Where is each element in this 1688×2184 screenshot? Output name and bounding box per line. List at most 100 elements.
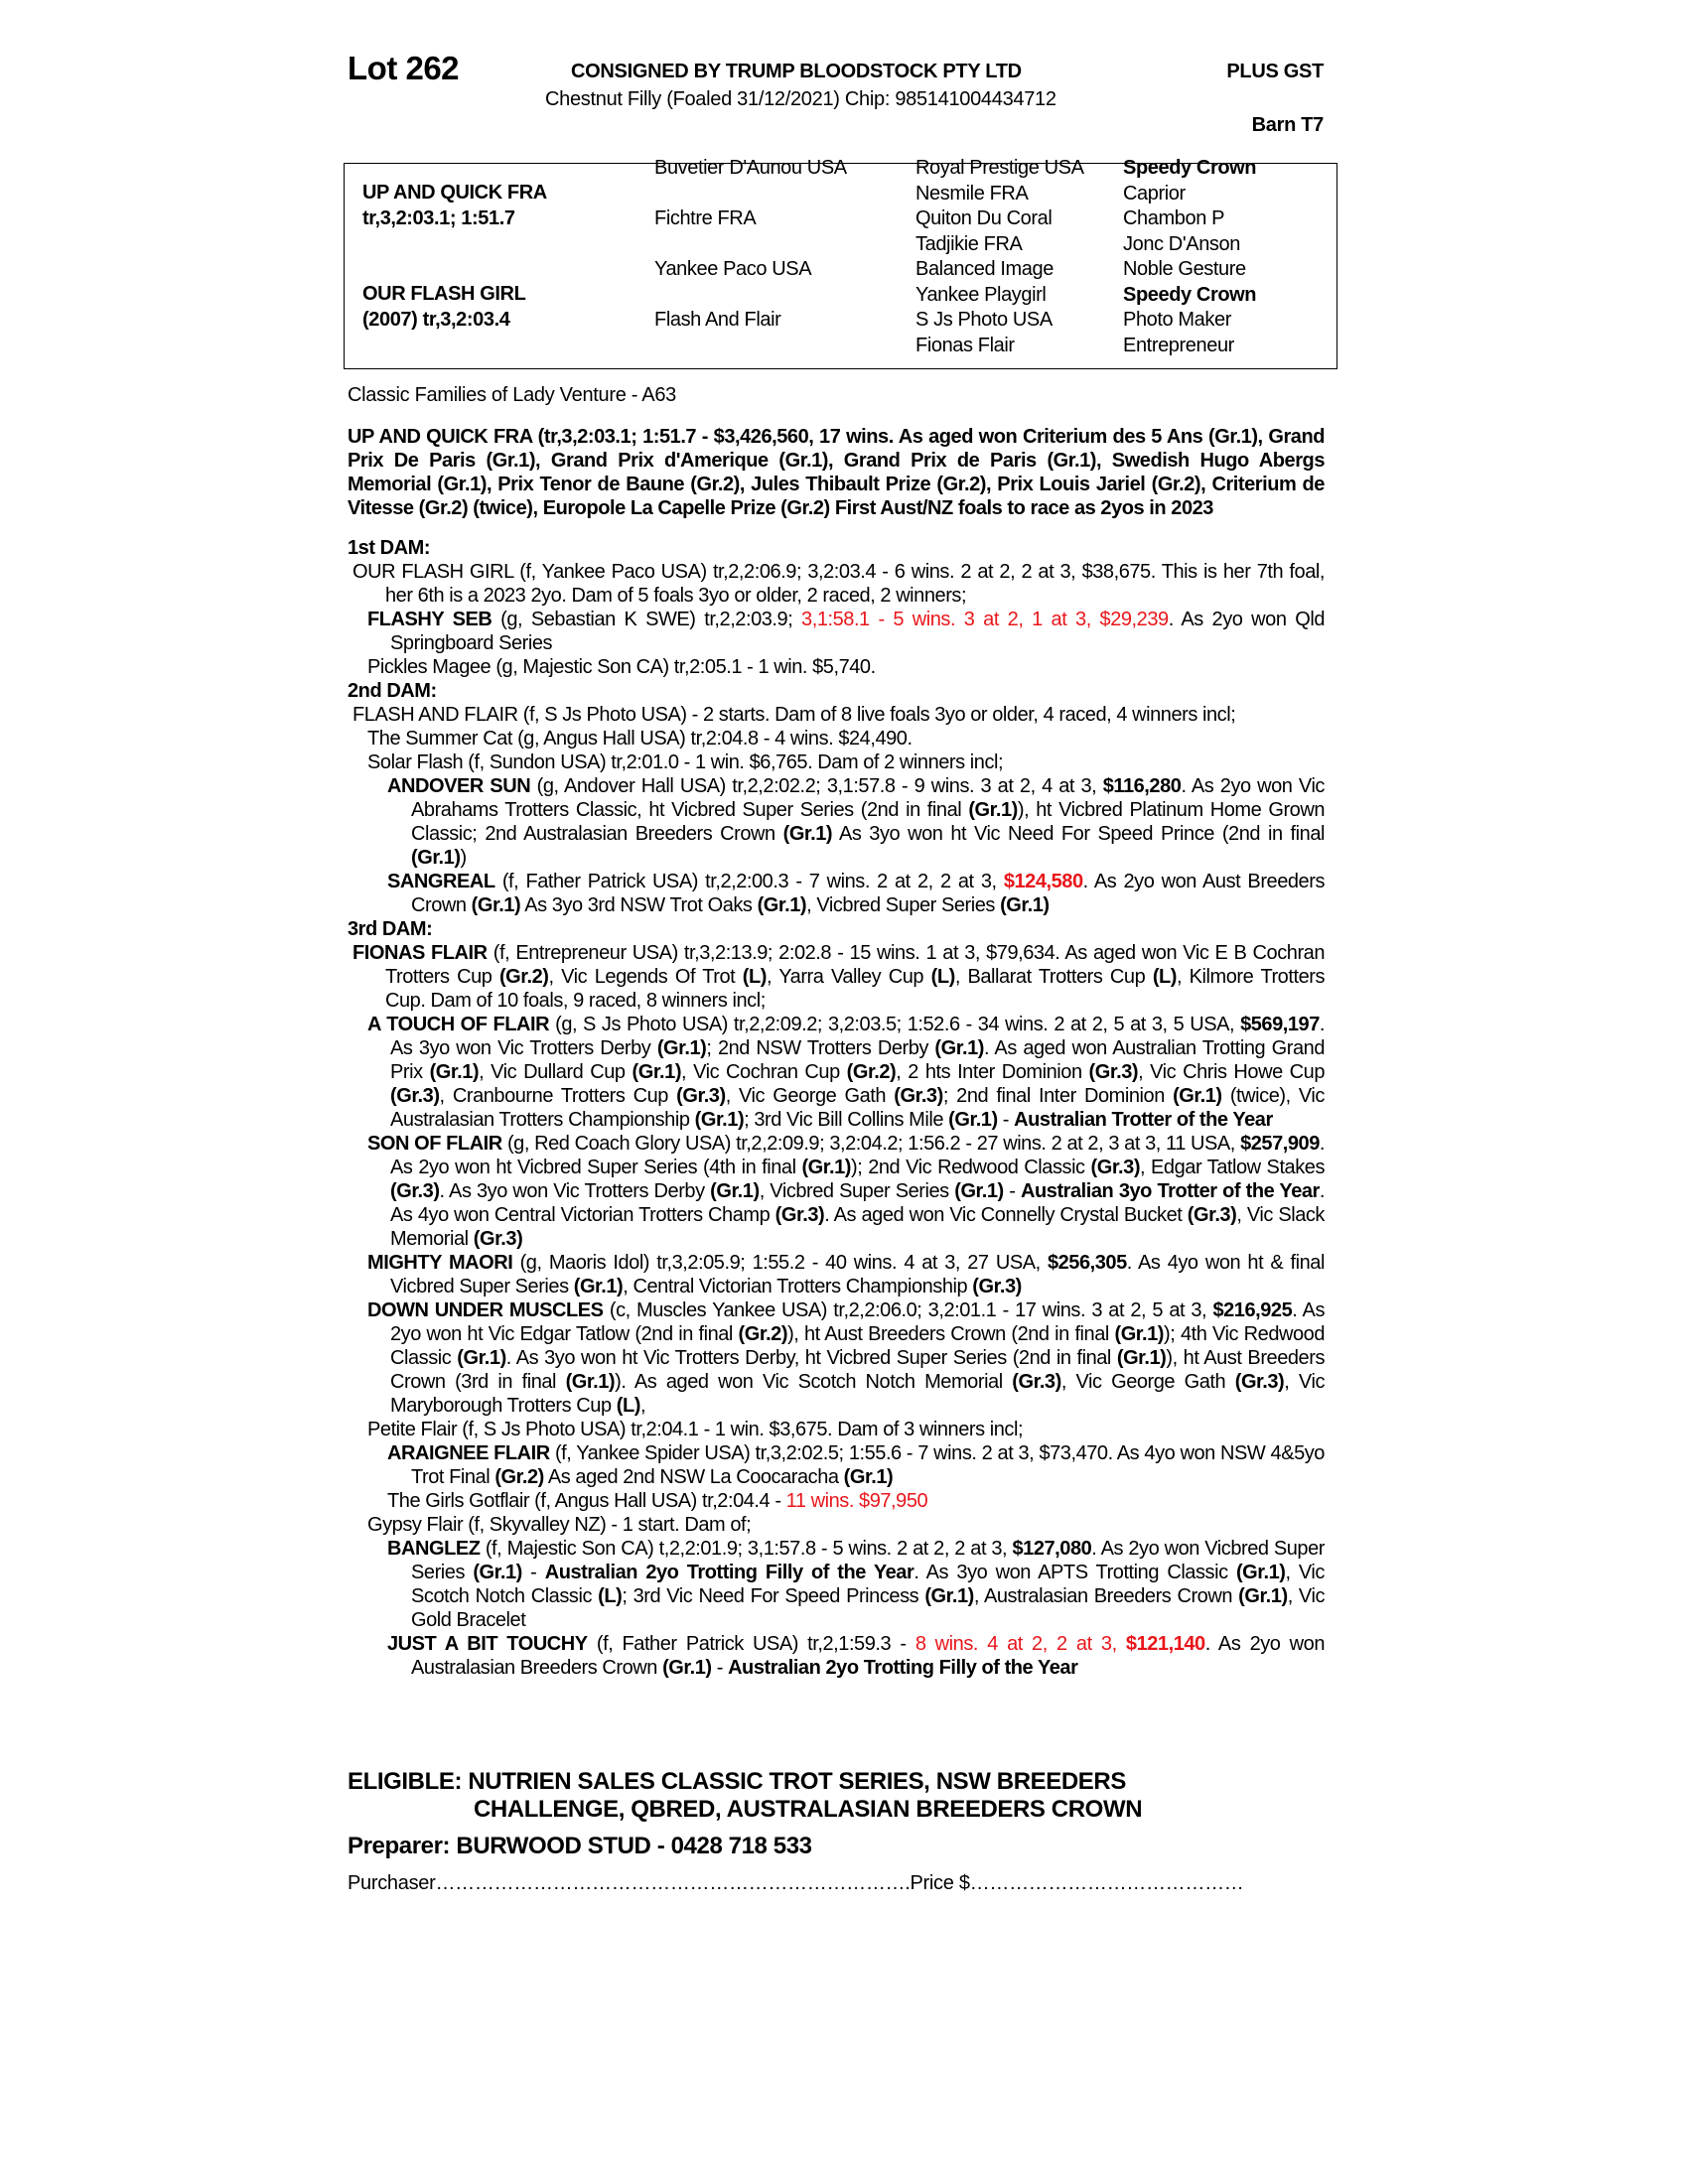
text-run: (Gr.3): [894, 1085, 943, 1107]
text-run: $127,080: [1012, 1538, 1092, 1560]
text-run: , Vic Legends Of Trot: [548, 966, 743, 988]
eligibility: ELIGIBLE: NUTRIEN SALES CLASSIC TROT SER…: [348, 1768, 1143, 1824]
text-run: (Gr.3): [1187, 1204, 1237, 1226]
text-run: Australian 2yo Trotting Filly of the Yea…: [544, 1562, 914, 1583]
text-run: , Kilmore Trotters Cup. Dam of 10 foals,…: [385, 966, 1326, 1012]
pedigree-entry: MIGHTY MAORI (g, Maoris Idol) tr,3,2:05.…: [348, 1251, 1325, 1298]
pedigree-entry: The Summer Cat (g, Angus Hall USA) tr,2:…: [348, 727, 1325, 751]
pedigree-cell: Noble Gesture: [1123, 258, 1246, 280]
section-heading: 2nd DAM:: [348, 679, 1325, 703]
text-run: , Ballarat Trotters Cup: [954, 966, 1153, 988]
text-run: (Gr.1): [1238, 1585, 1288, 1607]
text-run: 1st DAM:: [348, 537, 431, 559]
pedigree-col3: Royal Prestige USA Nesmile FRA Quiton Du…: [915, 156, 1084, 358]
text-run: (Gr.1): [843, 1466, 894, 1488]
pedigree-entry: ARAIGNEE FLAIR (f, Yankee Spider USA) tr…: [348, 1441, 1325, 1489]
text-run: (Gr.1): [782, 823, 833, 845]
text-run: , Vic Slack Memorial: [390, 1204, 1325, 1250]
pedigree-entry: SANGREAL (f, Father Patrick USA) tr,2,2:…: [348, 870, 1325, 917]
text-run: FLASH AND FLAIR (f, S Js Photo USA) - 2 …: [352, 704, 1236, 726]
text-run: (Gr.1): [968, 799, 1018, 821]
pedigree-cell: Fionas Flair: [915, 334, 1015, 356]
text-run: (Gr.1): [1173, 1085, 1222, 1107]
text-run: (Gr.1): [632, 1061, 682, 1083]
pedigree-cell: S Js Photo USA: [915, 309, 1053, 331]
text-run: ARAIGNEE FLAIR: [387, 1442, 550, 1464]
text-run: (Gr.1): [656, 1037, 707, 1059]
text-run: (L): [598, 1585, 623, 1607]
text-run: (Gr.1): [411, 847, 461, 869]
pedigree-entry: DOWN UNDER MUSCLES (c, Muscles Yankee US…: [348, 1298, 1325, 1418]
text-run: (twice), Vic Australasian Trotters Champ…: [390, 1085, 1325, 1131]
text-run: (Gr.1): [565, 1371, 616, 1393]
text-run: Gypsy Flair (f, Skyvalley NZ) - 1 start.…: [367, 1514, 752, 1536]
text-run: ); 2nd Vic Redwood Classic: [851, 1157, 1091, 1178]
text-run: The Girls Gotflair (f, Angus Hall USA) t…: [387, 1490, 786, 1512]
price-blank: ……………………………………: [969, 1872, 1244, 1894]
plus-gst-label: PLUS GST: [1226, 61, 1324, 82]
pedigree-cell: Yankee Paco USA: [654, 258, 812, 280]
text-run: A TOUCH OF FLAIR: [367, 1014, 550, 1035]
pedigree-cell: Speedy Crown: [1123, 157, 1257, 179]
text-run: , Central Victorian Trotters Championshi…: [623, 1276, 973, 1297]
text-run: OUR FLASH GIRL (f, Yankee Paco USA) tr,2…: [352, 561, 1325, 607]
text-run: JUST A BIT TOUCHY: [387, 1633, 588, 1655]
pedigree-cell: Chambon P: [1123, 207, 1225, 229]
text-run: ; 3rd Vic Bill Collins Mile: [744, 1109, 949, 1131]
section-heading: 1st DAM:: [348, 536, 1325, 560]
pedigree-cell: Tadjikie FRA: [915, 232, 1023, 255]
dam-name: OUR FLASH GIRL: [362, 283, 526, 305]
text-run: ), ht Aust Breeders Crown (3rd in final: [390, 1347, 1325, 1393]
text-run: , Yarra Valley Cup: [766, 966, 931, 988]
text-run: Australian 3yo Trotter of the Year: [1021, 1180, 1320, 1202]
text-run: (Gr.1): [473, 1562, 522, 1583]
pedigree-dam: OUR FLASH GIRL (2007) tr,3,2:03.4: [362, 282, 526, 333]
text-run: (L): [930, 966, 956, 988]
text-run: , Vic Dullard Cup: [479, 1061, 633, 1083]
text-run: FLASHY SEB: [367, 609, 492, 630]
family-line: Classic Families of Lady Venture - A63: [348, 384, 676, 406]
purchaser-line: Purchaser……………………………………………………………….Price …: [348, 1872, 1244, 1895]
text-run: , Vic Gold Bracelet: [411, 1585, 1325, 1631]
text-run: (Gr.2): [498, 966, 549, 988]
text-run: (g, Maoris Idol) tr,3,2:05.9; 1:55.2 - 4…: [512, 1252, 1048, 1274]
text-run: (g, S Js Photo USA) tr,2,2:09.2; 3,2:03.…: [549, 1014, 1241, 1035]
text-run: MIGHTY MAORI: [367, 1252, 513, 1274]
text-run: $124,580: [1003, 871, 1083, 892]
pedigree-cell: Flash And Flair: [654, 309, 781, 331]
text-run: ANDOVER SUN: [387, 775, 531, 797]
text-run: , 2 hts Inter Dominion: [896, 1061, 1089, 1083]
pedigree-cell: Entrepreneur: [1123, 334, 1234, 356]
eligibility-line: CHALLENGE, QBRED, AUSTRALASIAN BREEDERS …: [474, 1796, 1143, 1823]
text-run: (Gr.1): [573, 1276, 624, 1297]
text-run: -: [997, 1109, 1015, 1131]
text-run: ). As aged won Vic Scotch Notch Memorial: [615, 1371, 1013, 1393]
text-run: , Vic Maryborough Trotters Cup: [390, 1371, 1325, 1417]
pedigree-entry: OUR FLASH GIRL (f, Yankee Paco USA) tr,2…: [348, 560, 1325, 608]
text-run: , Vic George Gath: [725, 1085, 895, 1107]
text-run: (g, Andover Hall USA) tr,2,2:02.2; 3,1:5…: [530, 775, 1103, 797]
pedigree-entry: The Girls Gotflair (f, Angus Hall USA) t…: [348, 1489, 1325, 1513]
text-run: -: [521, 1562, 545, 1583]
text-run: (Gr.1): [662, 1657, 712, 1679]
text-run: . As 2yo won Vicbred Super Series: [411, 1538, 1325, 1583]
pedigree-col4: Speedy Crown Caprior Chambon P Jonc D'Anson…: [1123, 156, 1257, 358]
text-run: (Gr.2): [738, 1323, 788, 1345]
sire-name: UP AND QUICK FRA: [362, 182, 547, 204]
text-run: $257,909: [1240, 1133, 1320, 1155]
text-run: . As aged won Vic Connelly Crystal Bucke…: [824, 1204, 1188, 1226]
text-run: Petite Flair (f, S Js Photo USA) tr,2:04…: [367, 1419, 1024, 1440]
eligibility-line: ELIGIBLE: NUTRIEN SALES CLASSIC TROT SER…: [348, 1768, 1126, 1795]
pedigree-entry: A TOUCH OF FLAIR (g, S Js Photo USA) tr,…: [348, 1013, 1325, 1132]
text-run: , Vicbred Super Series: [806, 894, 1001, 916]
text-run: (Gr.3): [1012, 1371, 1061, 1393]
barn-label: Barn T7: [1251, 114, 1325, 136]
text-run: 8 wins. 4 at 2, 2 at 3,: [914, 1633, 1126, 1655]
text-run: DOWN UNDER MUSCLES: [367, 1299, 604, 1321]
text-run: (g, Red Coach Glory USA) tr,2,2:09.9; 3,…: [501, 1133, 1241, 1155]
text-run: 3,1:58.1 - 5 wins. 3 at 2, 1 at 3, $29,2…: [801, 609, 1169, 630]
text-run: (Gr.1): [757, 894, 807, 916]
pedigree-entry: FLASHY SEB (g, Sebastian K SWE) tr,2,2:0…: [348, 608, 1325, 655]
text-run: ; 2nd final Inter Dominion: [942, 1085, 1174, 1107]
pedigree-cell: Yankee Playgirl: [915, 283, 1047, 306]
